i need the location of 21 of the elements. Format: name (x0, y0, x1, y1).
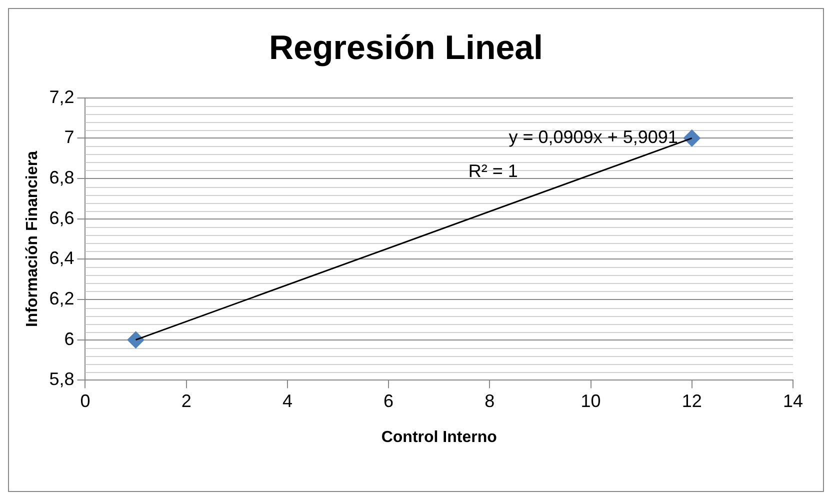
x-tick-label: 4 (282, 390, 292, 411)
x-tick-label: 10 (580, 390, 601, 411)
y-tick-label: 6,4 (49, 248, 74, 268)
x-tick-label: 14 (782, 390, 804, 411)
x-tick-label: 6 (384, 390, 394, 411)
y-tick-label: 6,2 (49, 288, 74, 308)
x-tick-label: 0 (80, 390, 90, 411)
y-tick-label: 7 (64, 127, 74, 148)
y-tick-label: 6,8 (49, 167, 74, 188)
y-tick-label: 6,6 (49, 208, 74, 228)
annotation: R² = 1 (468, 161, 518, 182)
x-tick-label: 8 (484, 390, 495, 411)
y-tick-label: 6 (64, 328, 74, 349)
annotation: y = 0,0909x + 5,9091 (508, 127, 678, 148)
x-tick-label: 2 (181, 390, 192, 411)
x-axis-title: Control Interno (381, 428, 498, 446)
y-axis-title: Información Financiera (24, 150, 42, 328)
x-tick-label: 12 (682, 390, 702, 411)
y-tick-label: 7,2 (49, 86, 74, 107)
chart-title: Regresión Lineal (269, 28, 543, 67)
y-tick-label: 5,8 (49, 369, 74, 390)
